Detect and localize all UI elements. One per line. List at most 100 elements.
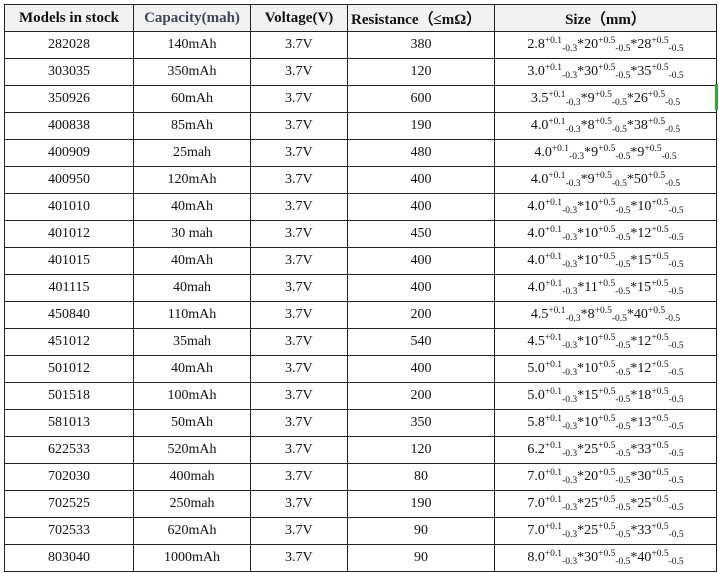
cell-capacity[interactable]: 620mAh: [133, 517, 251, 545]
cell-model[interactable]: 803040: [4, 544, 134, 572]
cell-size[interactable]: 4.5+0.1-0.3*10+0.5-0.5*12+0.5-0.5: [494, 328, 717, 356]
cell-voltage[interactable]: 3.7V: [250, 220, 348, 248]
cell-voltage[interactable]: 3.7V: [250, 139, 348, 167]
cell-model[interactable]: 401015: [4, 247, 134, 275]
cell-resistance[interactable]: 400: [347, 193, 495, 221]
cell-size[interactable]: 3.5+0.1-0.3*9+0.5-0.5*26+0.5-0.5: [494, 85, 717, 113]
cell-size[interactable]: 8.0+0.1-0.3*30+0.5-0.5*40+0.5-0.5: [494, 544, 717, 572]
cell-voltage[interactable]: 3.7V: [250, 85, 348, 113]
cell-resistance[interactable]: 190: [347, 112, 495, 140]
cell-voltage[interactable]: 3.7V: [250, 301, 348, 329]
cell-model[interactable]: 400909: [4, 139, 134, 167]
cell-resistance[interactable]: 200: [347, 301, 495, 329]
cell-size[interactable]: 4.0+0.1-0.3*9+0.5-0.5*50+0.5-0.5: [494, 166, 717, 194]
cell-size[interactable]: 5.0+0.1-0.3*15+0.5-0.5*18+0.5-0.5: [494, 382, 717, 410]
cell-voltage[interactable]: 3.7V: [250, 112, 348, 140]
cell-size[interactable]: 4.0+0.1-0.3*10+0.5-0.5*10+0.5-0.5: [494, 193, 717, 221]
cell-voltage[interactable]: 3.7V: [250, 382, 348, 410]
cell-size[interactable]: 2.8+0.1-0.3*20+0.5-0.5*28+0.5-0.5: [494, 31, 717, 59]
cell-voltage[interactable]: 3.7V: [250, 274, 348, 302]
cell-model[interactable]: 622533: [4, 436, 134, 464]
cell-size[interactable]: 4.0+0.1-0.3*8+0.5-0.5*38+0.5-0.5: [494, 112, 717, 140]
cell-model[interactable]: 702030: [4, 463, 134, 491]
cell-capacity[interactable]: 110mAh: [133, 301, 251, 329]
cell-size[interactable]: 3.0+0.1-0.3*30+0.5-0.5*35+0.5-0.5: [494, 58, 717, 86]
cell-resistance[interactable]: 600: [347, 85, 495, 113]
cell-resistance[interactable]: 80: [347, 463, 495, 491]
cell-model[interactable]: 400950: [4, 166, 134, 194]
cell-model[interactable]: 451012: [4, 328, 134, 356]
cell-resistance[interactable]: 120: [347, 436, 495, 464]
cell-voltage[interactable]: 3.7V: [250, 463, 348, 491]
cell-voltage[interactable]: 3.7V: [250, 193, 348, 221]
cell-resistance[interactable]: 400: [347, 274, 495, 302]
cell-capacity[interactable]: 35mah: [133, 328, 251, 356]
cell-resistance[interactable]: 450: [347, 220, 495, 248]
cell-capacity[interactable]: 40mAh: [133, 355, 251, 383]
cell-resistance[interactable]: 190: [347, 490, 495, 518]
cell-size[interactable]: 4.5+0.1-0.3*8+0.5-0.5*40+0.5-0.5: [494, 301, 717, 329]
cell-resistance[interactable]: 350: [347, 409, 495, 437]
cell-capacity[interactable]: 250mah: [133, 490, 251, 518]
cell-voltage[interactable]: 3.7V: [250, 355, 348, 383]
cell-voltage[interactable]: 3.7V: [250, 436, 348, 464]
cell-capacity[interactable]: 40mAh: [133, 247, 251, 275]
cell-capacity[interactable]: 140mAh: [133, 31, 251, 59]
cell-voltage[interactable]: 3.7V: [250, 58, 348, 86]
cell-size[interactable]: 5.8+0.1-0.3*10+0.5-0.5*13+0.5-0.5: [494, 409, 717, 437]
cell-resistance[interactable]: 400: [347, 355, 495, 383]
cell-resistance[interactable]: 480: [347, 139, 495, 167]
cell-model[interactable]: 501518: [4, 382, 134, 410]
cell-model[interactable]: 350926: [4, 85, 134, 113]
cell-model[interactable]: 702525: [4, 490, 134, 518]
cell-model[interactable]: 450840: [4, 301, 134, 329]
cell-capacity[interactable]: 30 mah: [133, 220, 251, 248]
cell-capacity[interactable]: 50mAh: [133, 409, 251, 437]
cell-resistance[interactable]: 400: [347, 247, 495, 275]
cell-resistance[interactable]: 90: [347, 544, 495, 572]
cell-capacity[interactable]: 40mAh: [133, 193, 251, 221]
cell-size[interactable]: 4.0+0.1-0.3*10+0.5-0.5*12+0.5-0.5: [494, 220, 717, 248]
cell-resistance[interactable]: 400: [347, 166, 495, 194]
cell-resistance[interactable]: 380: [347, 31, 495, 59]
cell-model[interactable]: 702533: [4, 517, 134, 545]
cell-model[interactable]: 401115: [4, 274, 134, 302]
cell-voltage[interactable]: 3.7V: [250, 409, 348, 437]
cell-voltage[interactable]: 3.7V: [250, 490, 348, 518]
cell-size[interactable]: 4.0+0.1-0.3*9+0.5-0.5*9+0.5-0.5: [494, 139, 717, 167]
cell-size[interactable]: 7.0+0.1-0.3*20+0.5-0.5*30+0.5-0.5: [494, 463, 717, 491]
cell-model[interactable]: 501012: [4, 355, 134, 383]
cell-model[interactable]: 581013: [4, 409, 134, 437]
cell-size[interactable]: 4.0+0.1-0.3*10+0.5-0.5*15+0.5-0.5: [494, 247, 717, 275]
cell-model[interactable]: 401010: [4, 193, 134, 221]
cell-size[interactable]: 7.0+0.1-0.3*25+0.5-0.5*33+0.5-0.5: [494, 517, 717, 545]
cell-size[interactable]: 5.0+0.1-0.3*10+0.5-0.5*12+0.5-0.5: [494, 355, 717, 383]
cell-capacity[interactable]: 60mAh: [133, 85, 251, 113]
cell-voltage[interactable]: 3.7V: [250, 517, 348, 545]
cell-capacity[interactable]: 40mah: [133, 274, 251, 302]
cell-voltage[interactable]: 3.7V: [250, 166, 348, 194]
cell-resistance[interactable]: 90: [347, 517, 495, 545]
cell-capacity[interactable]: 25mah: [133, 139, 251, 167]
cell-capacity[interactable]: 120mAh: [133, 166, 251, 194]
cell-capacity[interactable]: 85mAh: [133, 112, 251, 140]
cell-resistance[interactable]: 540: [347, 328, 495, 356]
cell-size[interactable]: 6.2+0.1-0.3*25+0.5-0.5*33+0.5-0.5: [494, 436, 717, 464]
cell-size[interactable]: 7.0+0.1-0.3*25+0.5-0.5*25+0.5-0.5: [494, 490, 717, 518]
cell-voltage[interactable]: 3.7V: [250, 544, 348, 572]
cell-model[interactable]: 282028: [4, 31, 134, 59]
cell-voltage[interactable]: 3.7V: [250, 31, 348, 59]
cell-capacity[interactable]: 350mAh: [133, 58, 251, 86]
cell-capacity[interactable]: 100mAh: [133, 382, 251, 410]
cell-model[interactable]: 303035: [4, 58, 134, 86]
cell-model[interactable]: 401012: [4, 220, 134, 248]
cell-voltage[interactable]: 3.7V: [250, 247, 348, 275]
cell-capacity[interactable]: 400mah: [133, 463, 251, 491]
cell-voltage[interactable]: 3.7V: [250, 328, 348, 356]
cell-capacity[interactable]: 1000mAh: [133, 544, 251, 572]
cell-model[interactable]: 400838: [4, 112, 134, 140]
cell-capacity[interactable]: 520mAh: [133, 436, 251, 464]
cell-size[interactable]: 4.0+0.1-0.3*11+0.5-0.5*15+0.5-0.5: [494, 274, 717, 302]
cell-resistance[interactable]: 200: [347, 382, 495, 410]
cell-resistance[interactable]: 120: [347, 58, 495, 86]
